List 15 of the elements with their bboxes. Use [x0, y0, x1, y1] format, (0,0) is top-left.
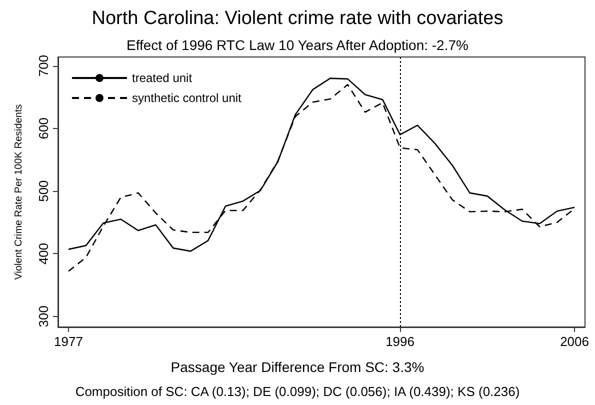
y-tick-label: 500: [36, 180, 51, 202]
x-tick-label: 2006: [560, 334, 589, 349]
y-tick-label: 600: [36, 118, 51, 140]
legend-label: treated unit: [132, 71, 193, 85]
y-axis-title: Violent Crime Rate Per 100K Residents: [14, 104, 24, 280]
chart-subtitle: Effect of 1996 RTC Law 10 Years After Adoption: -2.7%: [126, 37, 468, 53]
y-tick-label: 300: [36, 306, 51, 328]
y-tick-label: 700: [36, 54, 51, 77]
x-axis-title: Passage Year Difference From SC: 3.3%: [170, 359, 424, 375]
legend-label: synthetic control unit: [132, 91, 242, 105]
chart-title: North Carolina: Violent crime rate with covariates: [92, 8, 504, 29]
y-tick-label: 400: [36, 242, 51, 265]
x-tick-label: 1996: [386, 334, 414, 349]
text: Composition of SC: CA (0.13); DE (0.099); DC (0.056); IA (0.439); KS (0.236): [75, 384, 520, 399]
x-tick-label: 1977: [54, 334, 83, 349]
